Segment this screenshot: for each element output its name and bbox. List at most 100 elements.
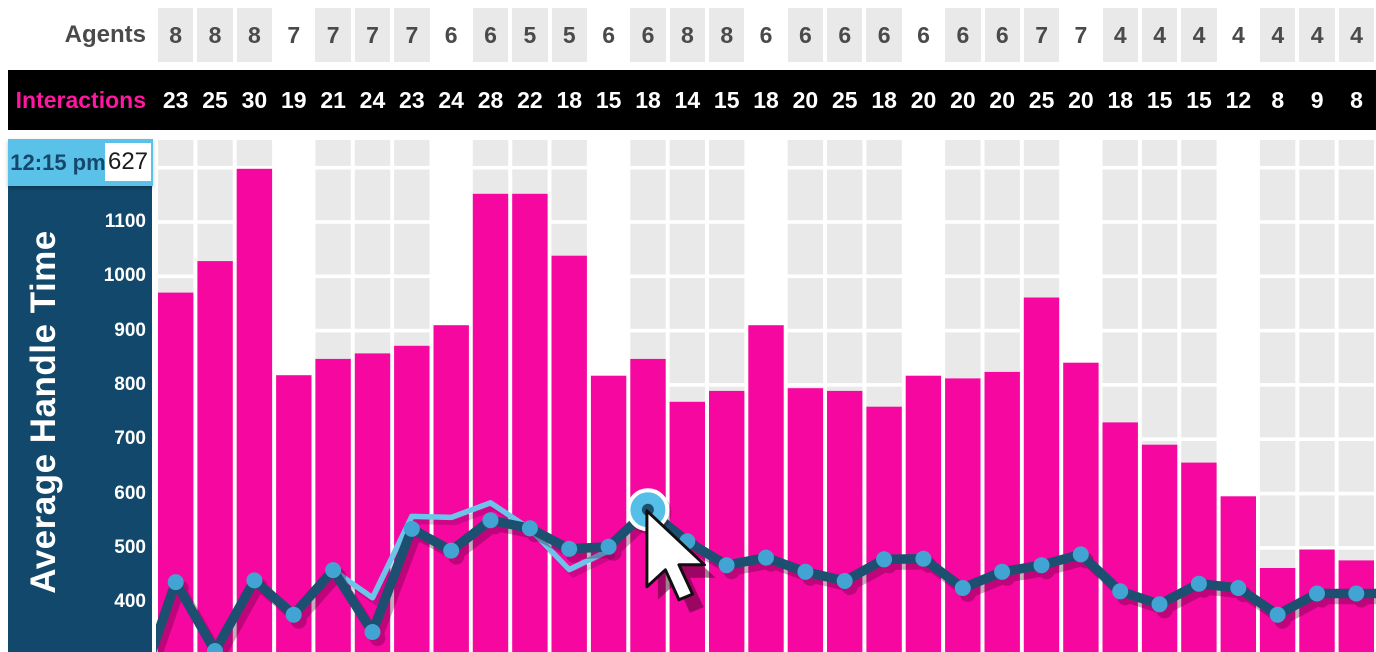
aht-line-point[interactable] [1309,585,1325,602]
aht-line-point[interactable] [246,572,263,589]
aht-bar[interactable] [433,325,469,652]
aht-bar[interactable] [236,168,273,652]
agents-count-cell: 6 [759,21,773,48]
aht-bar[interactable] [315,358,351,652]
agents-count-cell: 4 [1299,8,1335,62]
aht-bar[interactable] [1102,422,1138,652]
aht-bar[interactable] [1023,297,1060,652]
tooltip-value-label: 627 [105,143,151,181]
aht-line-point[interactable] [521,520,538,537]
interactions-row-label: Interactions [15,87,146,113]
agents-count-cell: 6 [630,8,666,62]
agents-count-cell: 4 [1260,8,1296,62]
interactions-count-cell: 15 [595,86,622,113]
interactions-count-cell: 19 [280,86,307,113]
aht-bar[interactable] [551,255,587,652]
interactions-band [8,70,1376,130]
interactions-count-cell: 24 [359,86,386,113]
agents-count-cell: 8 [197,8,233,62]
aht-line-point[interactable] [1348,585,1365,602]
interactions-count-cell: 15 [1146,86,1173,113]
aht-bar[interactable] [1181,462,1217,652]
interactions-count-cell: 15 [713,86,740,113]
agents-count-cell: 4 [1231,21,1245,48]
aht-line-point[interactable] [167,574,184,591]
agents-count-cell: 7 [354,8,391,62]
interactions-count-cell: 20 [1068,86,1094,113]
interactions-count-cell: 18 [556,86,583,113]
secondary-line-path[interactable] [330,500,612,601]
aht-line-point[interactable] [876,551,893,568]
aht-bar[interactable] [787,388,824,652]
aht-bar[interactable] [1141,444,1178,652]
hover-tooltip: 12:15 pm 627 [8,139,153,186]
agents-count-cell: 8 [709,8,745,62]
y-axis-tick-label: 500 [114,536,146,558]
aht-line-point[interactable] [954,580,971,596]
interactions-count-cell: 8 [1271,86,1285,113]
aht-line-point[interactable] [718,557,735,574]
aht-line-point[interactable] [1033,557,1050,574]
aht-bar[interactable] [748,325,784,652]
aht-line-point[interactable] [1072,546,1089,563]
aht-line-point[interactable] [1230,580,1247,596]
agents-count-cell: 6 [945,8,981,62]
aht-bar[interactable] [590,375,627,652]
aht-line-point[interactable] [1112,583,1129,600]
interactions-count-cell: 14 [674,86,701,113]
secondary-line [330,500,612,601]
aht-line-point[interactable] [600,538,617,555]
aht-line-point[interactable] [758,549,774,566]
interactions-count-cell: 25 [1028,86,1055,113]
interactions-count-cell: 9 [1310,86,1324,113]
aht-bar[interactable] [394,345,430,652]
aht-bar[interactable] [905,375,942,652]
interactions-count-cell: 12 [1225,86,1252,113]
cursor-arrow [645,509,706,602]
aht-bar[interactable] [709,390,745,652]
column-stripe [1259,140,1296,652]
aht-line-point[interactable] [325,562,342,579]
aht-line-point[interactable] [994,563,1011,580]
aht-bar[interactable] [1220,496,1256,652]
interactions-count-cell: 23 [399,86,425,113]
interactions-count-cell: 25 [831,86,858,113]
interactions-count-cell: 22 [517,86,543,113]
aht-line-point[interactable] [285,606,302,623]
interactions-count-cell: 8 [1350,86,1363,113]
agents-count-cell: 6 [602,21,616,48]
interactions-count-cell: 25 [202,86,228,113]
agents-count-cell: 6 [917,21,930,48]
aht-bar[interactable] [1338,560,1374,652]
agents-row-label: Agents [64,21,146,48]
aht-line-point[interactable] [1190,575,1207,592]
aht-line-point[interactable] [1151,596,1168,613]
agents-count-cell: 8 [669,8,706,62]
aht-line-point[interactable] [797,563,814,580]
interactions-count-cell: 20 [792,86,819,113]
aht-bar[interactable] [984,371,1020,652]
aht-line-point[interactable] [403,520,420,537]
aht-bar[interactable] [472,193,509,652]
agents-count-cell: 6 [984,8,1020,62]
aht-line-point[interactable] [364,624,381,640]
aht-line-point[interactable] [915,550,932,567]
aht-line-point[interactable] [443,542,460,559]
gridline [156,274,1376,279]
agents-count-cell: 4 [1181,8,1217,62]
aht-bar[interactable] [197,261,233,652]
agents-count-cell: 7 [1074,21,1088,48]
tooltip-time-label: 12:15 pm [10,149,106,175]
aht-bar[interactable] [945,378,981,652]
aht-line-point[interactable] [836,573,853,589]
aht-bar[interactable] [512,193,548,652]
aht-bar[interactable] [866,406,902,652]
aht-bar[interactable] [1063,362,1099,652]
aht-line-point[interactable] [482,512,499,529]
aht-line-point[interactable] [1269,606,1286,623]
aht-bar[interactable] [827,390,863,652]
aht-line-point[interactable] [561,540,578,557]
aht-line-point[interactable] [207,643,223,652]
y-axis-tick-label: 600 [114,482,146,504]
agents-count-cell: 4 [1141,8,1178,62]
